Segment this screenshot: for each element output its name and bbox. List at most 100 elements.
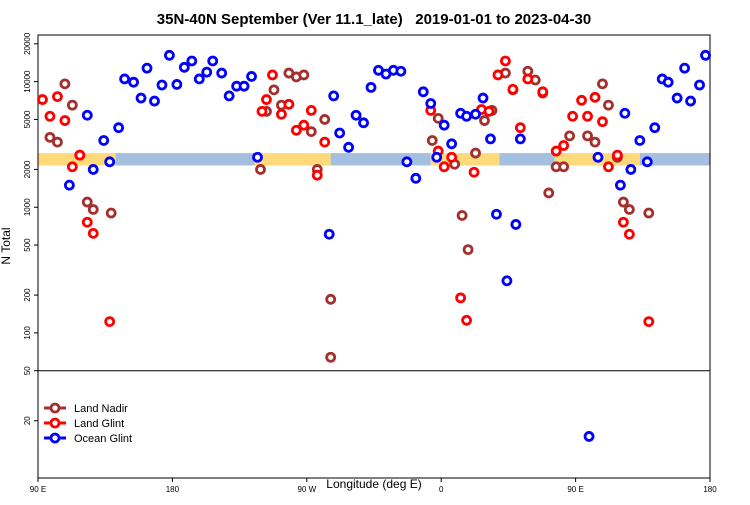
point xyxy=(514,122,526,134)
x-axis-label: Longitude (deg E) xyxy=(326,477,421,491)
density-band xyxy=(330,153,431,166)
point xyxy=(325,293,337,305)
y-tick-label: 50 xyxy=(23,366,32,375)
point xyxy=(582,110,593,122)
legend-label: Land Glint xyxy=(74,418,124,430)
point xyxy=(246,71,257,82)
point xyxy=(641,156,653,168)
legend-label: Ocean Glint xyxy=(74,433,132,445)
legend-marker xyxy=(49,402,61,414)
x-tick-label: 0 xyxy=(439,485,444,494)
point xyxy=(417,86,429,98)
point xyxy=(507,83,519,95)
y-tick-label: 100 xyxy=(23,326,32,340)
y-tick-label: 500 xyxy=(23,238,32,252)
y-axis-label: N Total xyxy=(0,227,13,264)
x-tick-label: 90 W xyxy=(297,485,316,494)
point xyxy=(66,161,78,173)
point xyxy=(567,110,579,122)
point xyxy=(87,164,99,175)
point xyxy=(603,99,614,111)
point xyxy=(425,98,437,109)
point xyxy=(63,179,75,191)
point xyxy=(193,73,205,85)
point xyxy=(537,86,549,98)
y-tick-label: 200 xyxy=(23,288,32,302)
point xyxy=(617,216,629,228)
point xyxy=(625,164,637,175)
x-tick-label: 180 xyxy=(703,485,717,494)
point xyxy=(66,99,78,111)
point xyxy=(679,62,691,74)
point xyxy=(305,105,317,116)
point xyxy=(522,73,534,85)
point xyxy=(149,95,160,107)
point xyxy=(461,110,472,122)
point xyxy=(582,130,593,142)
point xyxy=(334,127,346,139)
point xyxy=(255,164,266,175)
point xyxy=(564,130,576,142)
point xyxy=(256,105,268,117)
point xyxy=(261,94,272,105)
point xyxy=(456,210,468,221)
point xyxy=(267,69,278,81)
point xyxy=(589,91,601,103)
point xyxy=(59,115,71,126)
point xyxy=(98,135,110,146)
point xyxy=(164,49,175,61)
point xyxy=(589,136,601,148)
point xyxy=(550,145,562,157)
point xyxy=(290,124,302,136)
point xyxy=(446,138,458,150)
point xyxy=(74,149,86,161)
point xyxy=(323,228,335,240)
y-tick-label: 1000 xyxy=(23,198,32,216)
point xyxy=(623,228,635,240)
point xyxy=(615,179,626,191)
point xyxy=(543,187,555,199)
point xyxy=(104,156,116,168)
density-band xyxy=(639,153,710,166)
point xyxy=(617,196,629,208)
point xyxy=(700,49,711,61)
point xyxy=(612,149,623,161)
point xyxy=(446,151,458,163)
point xyxy=(52,91,63,102)
point xyxy=(510,219,522,230)
point xyxy=(141,62,153,74)
series xyxy=(63,49,711,442)
point xyxy=(156,79,168,91)
point xyxy=(462,244,474,256)
point xyxy=(52,136,63,148)
chart-title: 35N-40N September (Ver 11.1_late) 2019-0… xyxy=(157,11,591,28)
point xyxy=(178,61,190,73)
point xyxy=(426,135,438,146)
point xyxy=(619,107,631,119)
point xyxy=(485,133,496,145)
point xyxy=(305,126,317,138)
density-band xyxy=(115,153,255,166)
y-tick-label: 20000 xyxy=(23,32,32,55)
point xyxy=(119,73,131,85)
point xyxy=(491,208,502,220)
plot-frame xyxy=(37,34,711,479)
point xyxy=(298,119,310,131)
point xyxy=(634,135,646,146)
point xyxy=(171,79,183,90)
point xyxy=(649,122,661,134)
point xyxy=(37,94,48,105)
point xyxy=(81,216,93,228)
point xyxy=(186,55,198,67)
point xyxy=(238,80,250,92)
point xyxy=(468,166,480,178)
point xyxy=(592,151,604,163)
point xyxy=(113,122,125,134)
x-tick-label: 90 E xyxy=(567,485,583,494)
point xyxy=(128,76,139,88)
point xyxy=(643,207,655,219)
point xyxy=(358,117,369,129)
point xyxy=(694,79,705,91)
point xyxy=(623,204,635,215)
